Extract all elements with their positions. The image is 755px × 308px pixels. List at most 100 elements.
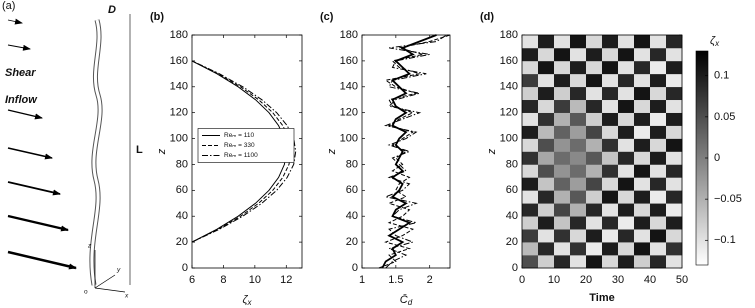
heatmap-cell: [634, 138, 651, 152]
heatmap-cell: [554, 73, 571, 88]
heatmap-cell: [586, 112, 603, 126]
y-axis: [94, 274, 116, 289]
x-axis-label-sub: d: [408, 298, 413, 307]
y-tick-label: 20: [506, 236, 518, 248]
heatmap-cell: [602, 242, 619, 256]
heatmap-cell: [570, 151, 587, 165]
arrow: [7, 250, 77, 270]
heatmap-cell: [602, 216, 619, 230]
heatmap-cell: [650, 99, 667, 113]
colorbar-tick-label: −0.05: [714, 193, 742, 205]
y-tick-label: 160: [340, 55, 358, 67]
heatmap-cell: [634, 125, 651, 139]
heatmap-cell: [586, 99, 603, 113]
heatmap-cell: [522, 151, 539, 165]
y-tick-label: 140: [170, 81, 188, 93]
data-line: [383, 34, 447, 269]
heatmap-cell: [602, 138, 619, 152]
x-tick-label: 40: [644, 274, 656, 286]
data-line: [191, 60, 297, 243]
data-line: [381, 34, 437, 269]
heatmap-cell: [586, 190, 603, 204]
heatmap-cell: [570, 86, 587, 101]
heatmap-cell: [650, 203, 667, 217]
y-tick-label: 60: [346, 184, 358, 196]
y-tick-label: 20: [346, 236, 358, 248]
plot-frame: [521, 34, 683, 269]
panel-label: (c): [320, 11, 334, 23]
heatmap-cell: [522, 47, 539, 62]
x-axis-label: ζx: [242, 294, 252, 307]
heatmap-cell: [522, 99, 539, 113]
heatmap-cell: [586, 35, 603, 49]
heatmap-cell: [602, 151, 619, 165]
heatmap-cell: [602, 99, 619, 113]
y-tick-label: 100: [340, 132, 358, 144]
y-tick-label: 120: [170, 107, 188, 119]
heatmap-cell: [650, 164, 667, 178]
panel-label: (d): [480, 11, 494, 23]
heatmap-cell: [522, 60, 539, 75]
heatmap-cell: [522, 35, 539, 49]
heatmap-cell: [586, 151, 603, 165]
heatmap-cell: [666, 151, 683, 165]
heatmap-cell: [666, 255, 683, 269]
panel-label: (b): [150, 11, 164, 23]
heatmap-cell: [554, 125, 571, 139]
panel-label: (a): [2, 0, 15, 12]
heatmap-cell: [602, 177, 619, 191]
heatmap-cell: [650, 35, 667, 49]
heatmap-cell: [634, 229, 651, 243]
heatmap-cell: [554, 35, 571, 49]
y-tick-label: 40: [176, 210, 188, 222]
heatmap-cell: [586, 203, 603, 217]
heatmap-cell: [554, 60, 571, 75]
x-axis-label: Time: [589, 292, 614, 304]
heatmap-cell: [634, 99, 651, 113]
y-tick-label: 180: [340, 29, 358, 41]
heatmap-cell: [538, 229, 555, 243]
heatmap-cell: [666, 73, 683, 88]
heatmap-cell: [634, 216, 651, 230]
x-axis-label-sub: x: [247, 298, 253, 307]
heatmap-cell: [586, 73, 603, 88]
heatmap-cell: [650, 60, 667, 75]
heatmap-cell: [570, 73, 587, 88]
origin-label: o: [84, 289, 88, 296]
heatmap-cell: [554, 112, 571, 126]
x-axis-label-main: C̄: [400, 293, 408, 306]
cylinder-inner: [90, 19, 102, 286]
x-tick-label: 0: [519, 274, 525, 286]
y-tick-label: 80: [346, 158, 358, 170]
shear-label: Shear: [5, 67, 36, 79]
y-tick-label: 120: [340, 107, 358, 119]
y-tick-label: 100: [170, 132, 188, 144]
heatmap-cell: [586, 86, 603, 101]
heatmap-cell: [666, 229, 683, 243]
heatmap-cell: [666, 35, 683, 49]
heatmap-cell: [522, 138, 539, 152]
heatmap-cell: [602, 164, 619, 178]
heatmap-cell: [538, 47, 555, 62]
heatmap-cell: [618, 164, 635, 178]
heatmap-cell: [538, 242, 555, 256]
heatmap-cell: [618, 60, 635, 75]
colorbar-label-sub: x: [714, 39, 720, 48]
x-tick-label: 10: [548, 274, 560, 286]
heatmap-cell: [650, 177, 667, 191]
heatmap-cell: [650, 255, 667, 269]
heatmap-cell: [602, 47, 619, 62]
y-tick-label: 0: [182, 262, 188, 274]
y-tick-label: 120: [500, 107, 518, 119]
x-tick-label: 8: [220, 274, 226, 286]
heatmap-cell: [522, 255, 539, 269]
inflow-arrows: [7, 18, 77, 270]
y-tick-label: 60: [506, 184, 518, 196]
arrow: [7, 147, 53, 160]
heatmap-cell: [538, 99, 555, 113]
heatmap-cell: [522, 203, 539, 217]
heatmap-cell: [618, 138, 635, 152]
legend-label: Reₘ = 110: [224, 132, 255, 139]
heatmap-cell: [522, 125, 539, 139]
heatmap-cell: [618, 112, 635, 126]
